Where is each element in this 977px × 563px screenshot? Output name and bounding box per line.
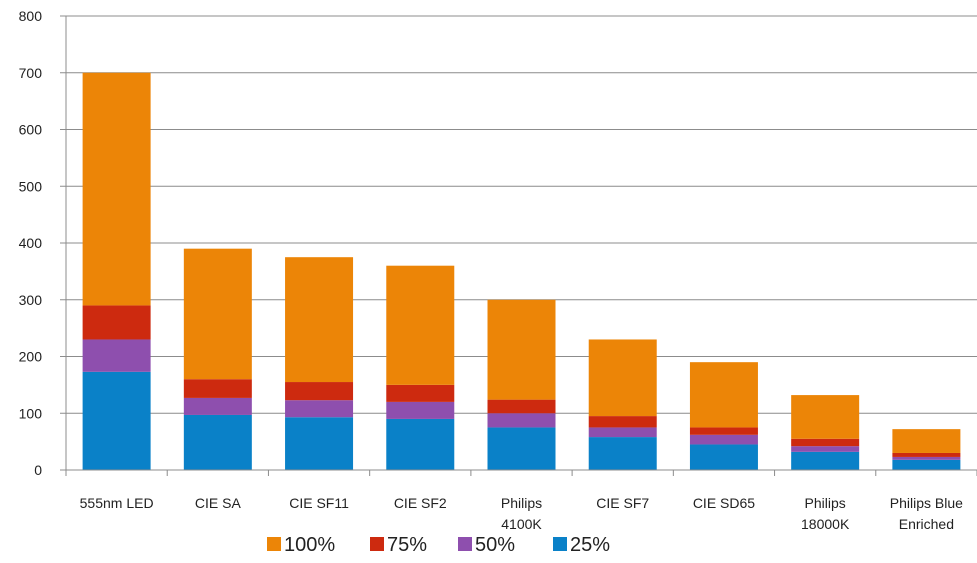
bar-segment xyxy=(791,451,860,470)
bar-segment xyxy=(183,414,252,470)
x-tick-label: 18000K xyxy=(801,516,850,532)
x-tick-label: CIE SF11 xyxy=(289,495,349,511)
bar-segment xyxy=(386,401,455,419)
bar-segment xyxy=(689,362,758,428)
bar-segment xyxy=(487,299,556,400)
x-tick-label: CIE SF2 xyxy=(394,495,447,511)
bar-segment xyxy=(487,413,556,428)
y-tick-label: 800 xyxy=(19,8,43,24)
x-tick-label: CIE SD65 xyxy=(693,495,755,511)
bars xyxy=(82,72,961,470)
bar-segment xyxy=(892,456,961,460)
x-axis: 555nm LED CIE SA CIE SF11 CIE SF2 Philips 410… xyxy=(65,469,977,532)
y-axis: 0 100 200 300 400 500 600 700 800 xyxy=(19,8,67,478)
bar-segment xyxy=(689,444,758,470)
x-tick-label: 555nm LED xyxy=(80,495,154,511)
bar-segment xyxy=(386,265,455,385)
x-tick-label: Philips Blue xyxy=(890,495,963,511)
y-tick-label: 300 xyxy=(19,292,43,308)
legend-label: 100% xyxy=(284,534,335,556)
bar-segment xyxy=(588,416,657,428)
bar-segment xyxy=(791,438,860,447)
bar-segment xyxy=(285,417,354,470)
bar-segment xyxy=(892,429,961,453)
bar-segment xyxy=(588,437,657,470)
bar-segment xyxy=(588,339,657,417)
bar-segment xyxy=(82,339,151,372)
bar-segment xyxy=(183,397,252,415)
x-tick-label: 4100K xyxy=(501,516,542,532)
bar-segment xyxy=(892,452,961,457)
x-tick-label: Enriched xyxy=(899,516,954,532)
bar-segment xyxy=(487,427,556,470)
bar-segment xyxy=(285,382,354,401)
x-tick-label: Philips xyxy=(501,495,542,511)
bar-segment xyxy=(285,400,354,418)
x-tick-label: Philips xyxy=(805,495,846,511)
legend-label: 25% xyxy=(570,534,610,556)
bar-segment xyxy=(892,459,961,470)
y-tick-label: 100 xyxy=(19,405,43,421)
bar-segment xyxy=(386,418,455,470)
y-tick-label: 700 xyxy=(19,65,43,81)
bar-segment xyxy=(689,427,758,435)
y-tick-label: 0 xyxy=(34,462,42,478)
legend: 100% 75% 50% 25% xyxy=(267,534,610,556)
legend-label: 50% xyxy=(475,534,515,556)
y-tick-label: 500 xyxy=(19,178,43,194)
bar-segment xyxy=(82,305,151,340)
bar-segment xyxy=(386,384,455,402)
bar-segment xyxy=(183,379,252,398)
bar-segment xyxy=(791,446,860,452)
bar-segment xyxy=(82,72,151,306)
bar-segment xyxy=(791,395,860,439)
bar-segment xyxy=(689,434,758,445)
bar-segment xyxy=(82,371,151,470)
legend-label: 75% xyxy=(387,534,427,556)
y-tick-label: 600 xyxy=(19,122,43,138)
legend-swatch xyxy=(267,537,281,551)
bar-segment xyxy=(183,248,252,380)
x-tick-label: CIE SA xyxy=(195,495,242,511)
x-tick-label: CIE SF7 xyxy=(596,495,649,511)
bar-segment xyxy=(588,427,657,438)
legend-swatch xyxy=(370,537,384,551)
y-tick-label: 400 xyxy=(19,235,43,251)
legend-swatch xyxy=(553,537,567,551)
legend-swatch xyxy=(458,537,472,551)
bar-segment xyxy=(487,399,556,414)
y-tick-label: 200 xyxy=(19,349,43,365)
bar-segment xyxy=(285,257,354,383)
